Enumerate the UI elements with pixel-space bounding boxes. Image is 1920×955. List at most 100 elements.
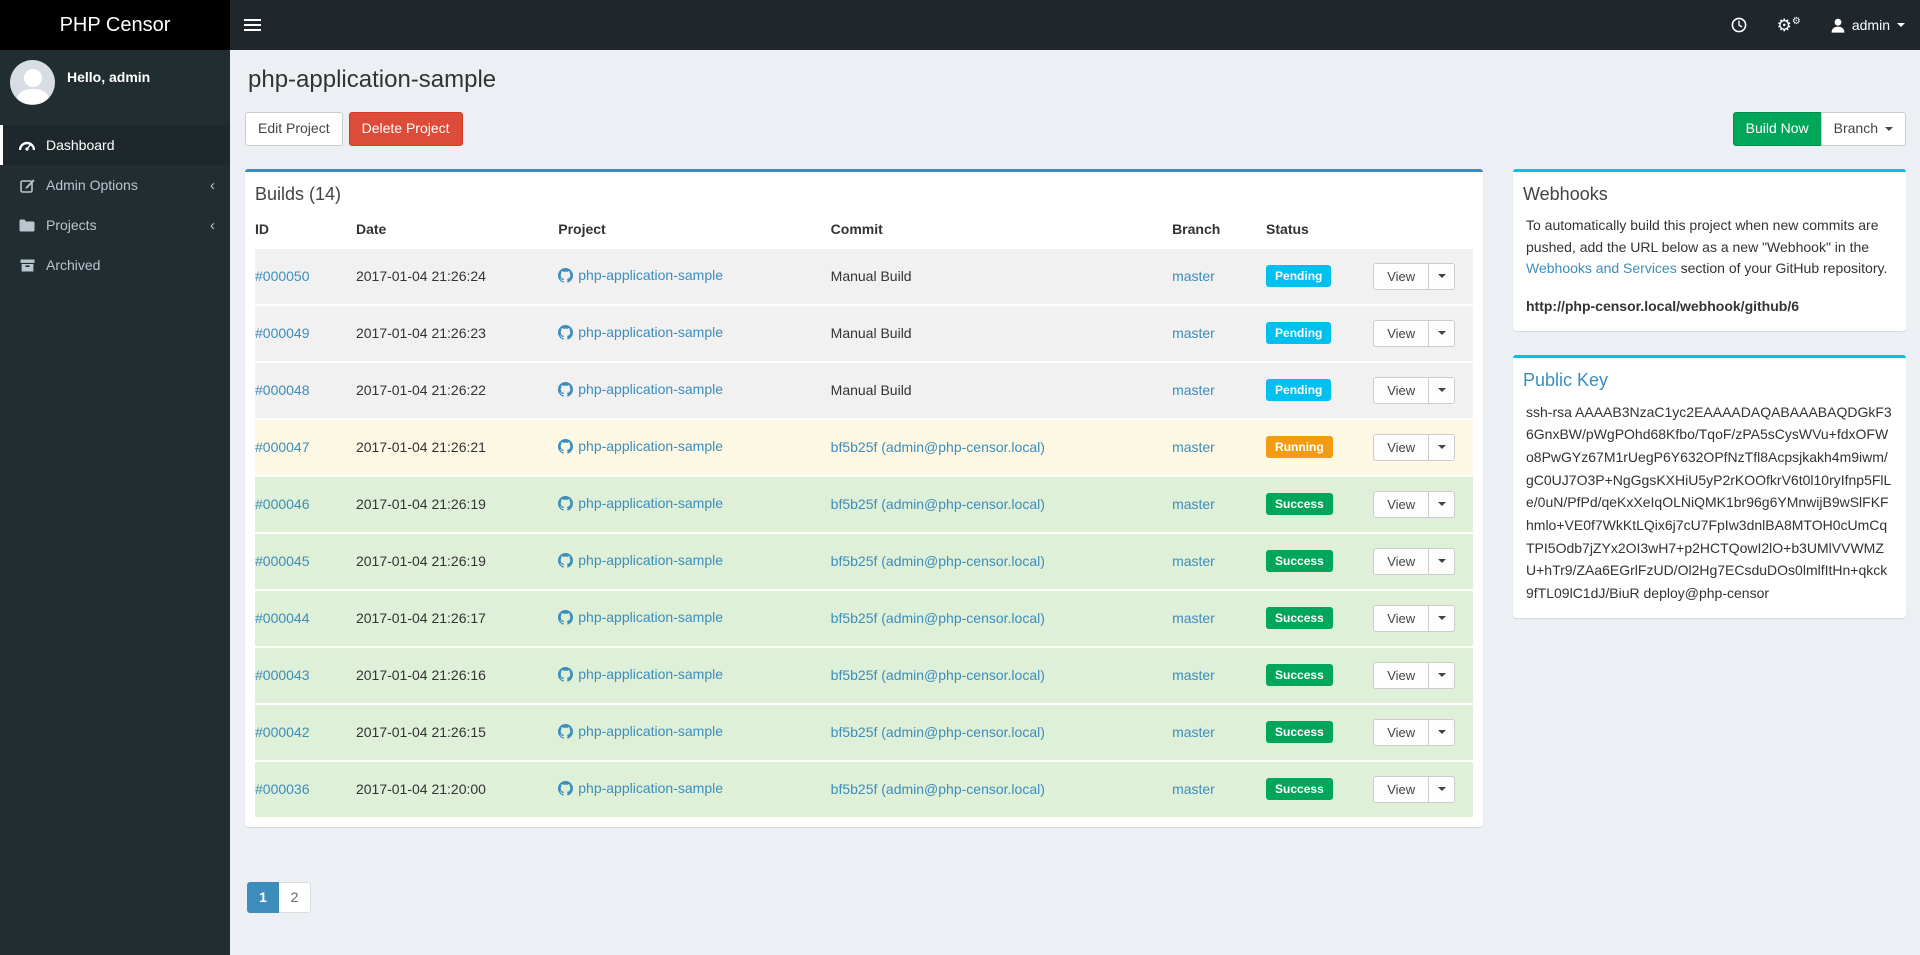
view-build-button[interactable]: View bbox=[1373, 661, 1430, 689]
view-build-button[interactable]: View bbox=[1373, 604, 1430, 632]
archive-icon bbox=[18, 259, 36, 272]
app-logo[interactable]: PHP Censor bbox=[0, 0, 230, 50]
commit-link[interactable]: bf5b25f (admin@php-censor.local) bbox=[830, 667, 1045, 684]
chevron-left-icon: ‹ bbox=[210, 216, 215, 234]
project-link-label: php-application-sample bbox=[578, 780, 724, 797]
commit-link[interactable]: bf5b25f (admin@php-censor.local) bbox=[830, 496, 1045, 513]
branch-link[interactable]: master bbox=[1172, 610, 1215, 627]
view-dropdown-button[interactable] bbox=[1429, 433, 1456, 461]
branch-link[interactable]: master bbox=[1172, 496, 1215, 513]
build-date: 2017-01-04 21:26:21 bbox=[355, 418, 559, 476]
view-build-button[interactable]: View bbox=[1373, 547, 1430, 575]
commit-link[interactable]: bf5b25f (admin@php-censor.local) bbox=[830, 781, 1045, 798]
branch-link[interactable]: master bbox=[1172, 553, 1215, 570]
project-link[interactable]: php-application-sample bbox=[558, 324, 723, 340]
github-icon bbox=[558, 723, 574, 739]
project-link[interactable]: php-application-sample bbox=[558, 552, 723, 568]
branch-link[interactable]: master bbox=[1172, 382, 1215, 399]
build-table-row: #000045 2017-01-04 21:26:19 php-applicat… bbox=[255, 532, 1473, 590]
view-build-button[interactable]: View bbox=[1373, 775, 1430, 803]
chevron-down-icon bbox=[1885, 126, 1893, 131]
pagination-page-1[interactable]: 1 bbox=[247, 881, 279, 913]
user-menu[interactable]: admin bbox=[1816, 0, 1920, 50]
sidebar-item-projects[interactable]: Projects ‹ bbox=[0, 205, 230, 245]
branch-link[interactable]: master bbox=[1172, 325, 1215, 342]
build-table-row: #000043 2017-01-04 21:26:16 php-applicat… bbox=[255, 646, 1473, 704]
build-id-link[interactable]: #000043 bbox=[255, 667, 310, 684]
sidebar-user-panel: Hello, admin bbox=[0, 50, 230, 115]
view-build-button[interactable]: View bbox=[1373, 262, 1430, 290]
project-link[interactable]: php-application-sample bbox=[558, 495, 723, 511]
clock-icon bbox=[1731, 17, 1747, 33]
build-id-link[interactable]: #000048 bbox=[255, 382, 310, 399]
view-dropdown-button[interactable] bbox=[1429, 490, 1456, 518]
view-button-group: View bbox=[1373, 490, 1456, 518]
project-link[interactable]: php-application-sample bbox=[558, 780, 723, 796]
view-dropdown-button[interactable] bbox=[1429, 319, 1456, 347]
view-build-button[interactable]: View bbox=[1373, 376, 1430, 404]
branch-link[interactable]: master bbox=[1172, 667, 1215, 684]
commit-link[interactable]: bf5b25f (admin@php-censor.local) bbox=[830, 724, 1045, 741]
commit-link[interactable]: Manual Build bbox=[830, 268, 912, 285]
status-badge: Running bbox=[1266, 436, 1333, 459]
branch-link[interactable]: master bbox=[1172, 268, 1215, 285]
view-build-button[interactable]: View bbox=[1373, 319, 1430, 347]
edit-project-button[interactable]: Edit Project bbox=[245, 112, 343, 146]
public-key-text: ssh-rsa AAAAB3NzaC1yc2EAAAADAQABAAABAQDG… bbox=[1526, 403, 1892, 601]
commit-link[interactable]: Manual Build bbox=[830, 325, 912, 342]
view-dropdown-button[interactable] bbox=[1429, 775, 1456, 803]
delete-project-button[interactable]: Delete Project bbox=[348, 112, 463, 146]
branch-dropdown-button[interactable]: Branch bbox=[1820, 112, 1906, 146]
build-timeline-button[interactable] bbox=[1716, 0, 1762, 50]
user-silhouette-icon bbox=[15, 69, 50, 105]
build-date: 2017-01-04 21:20:00 bbox=[355, 760, 559, 817]
github-icon bbox=[558, 609, 574, 625]
commit-link[interactable]: bf5b25f (admin@php-censor.local) bbox=[830, 439, 1045, 456]
commit-link[interactable]: bf5b25f (admin@php-censor.local) bbox=[830, 553, 1045, 570]
build-id-link[interactable]: #000049 bbox=[255, 325, 310, 342]
build-id-link[interactable]: #000045 bbox=[255, 553, 310, 570]
github-icon bbox=[558, 666, 574, 682]
view-dropdown-button[interactable] bbox=[1429, 262, 1456, 290]
view-dropdown-button[interactable] bbox=[1429, 604, 1456, 632]
chevron-down-icon bbox=[1437, 616, 1446, 621]
column-header-project: Project bbox=[558, 214, 831, 249]
build-now-button[interactable]: Build Now bbox=[1732, 112, 1822, 146]
branch-link[interactable]: master bbox=[1172, 724, 1215, 741]
sidebar-item-admin-options[interactable]: Admin Options ‹ bbox=[0, 165, 230, 205]
project-link[interactable]: php-application-sample bbox=[558, 666, 723, 682]
view-build-button[interactable]: View bbox=[1373, 490, 1430, 518]
view-build-button[interactable]: View bbox=[1373, 718, 1430, 746]
project-link[interactable]: php-application-sample bbox=[558, 609, 723, 625]
build-id-link[interactable]: #000050 bbox=[255, 268, 310, 285]
pagination-page-2[interactable]: 2 bbox=[279, 881, 311, 913]
project-link[interactable]: php-application-sample bbox=[558, 381, 723, 397]
commit-link[interactable]: Manual Build bbox=[830, 382, 912, 399]
view-button-group: View bbox=[1373, 718, 1456, 746]
build-id-link[interactable]: #000042 bbox=[255, 724, 310, 741]
project-link[interactable]: php-application-sample bbox=[558, 267, 723, 283]
view-dropdown-button[interactable] bbox=[1429, 661, 1456, 689]
branch-link[interactable]: master bbox=[1172, 781, 1215, 798]
project-link[interactable]: php-application-sample bbox=[558, 723, 723, 739]
build-id-link[interactable]: #000036 bbox=[255, 781, 310, 798]
commit-link[interactable]: bf5b25f (admin@php-censor.local) bbox=[830, 610, 1045, 627]
sidebar-item-archived[interactable]: Archived bbox=[0, 245, 230, 285]
github-icon bbox=[558, 495, 574, 511]
settings-button[interactable]: ⚙⚙ bbox=[1762, 0, 1816, 50]
view-dropdown-button[interactable] bbox=[1429, 547, 1456, 575]
webhooks-and-services-link[interactable]: Webhooks and Services bbox=[1526, 260, 1677, 277]
build-table-row: #000042 2017-01-04 21:26:15 php-applicat… bbox=[255, 703, 1473, 761]
build-id-link[interactable]: #000046 bbox=[255, 496, 310, 513]
chevron-left-icon: ‹ bbox=[210, 176, 215, 194]
build-id-link[interactable]: #000047 bbox=[255, 439, 310, 456]
column-header-commit: Commit bbox=[830, 214, 1173, 249]
view-dropdown-button[interactable] bbox=[1429, 718, 1456, 746]
sidebar-toggle-icon[interactable] bbox=[230, 0, 275, 50]
build-id-link[interactable]: #000044 bbox=[255, 610, 310, 627]
branch-link[interactable]: master bbox=[1172, 439, 1215, 456]
view-dropdown-button[interactable] bbox=[1429, 376, 1456, 404]
project-link[interactable]: php-application-sample bbox=[558, 438, 723, 454]
view-build-button[interactable]: View bbox=[1373, 433, 1430, 461]
sidebar-item-dashboard[interactable]: Dashboard bbox=[0, 125, 230, 165]
